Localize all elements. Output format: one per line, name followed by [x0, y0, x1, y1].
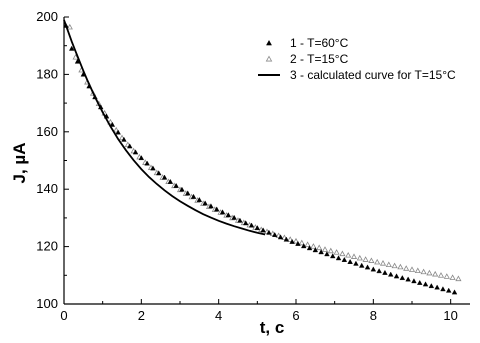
y-tick-label: 180: [36, 66, 58, 81]
series-line: [64, 20, 265, 235]
legend-label: 3 - calculated curve for T=15°C: [290, 68, 456, 82]
data-point: [427, 271, 432, 275]
data-point: [354, 261, 359, 265]
y-tick-label: 200: [36, 9, 58, 24]
x-axis-title: t, c: [260, 318, 285, 337]
data-point: [433, 272, 438, 276]
series-1: [64, 23, 457, 294]
data-point: [317, 245, 322, 249]
series-layer: [64, 20, 461, 294]
data-point: [404, 266, 409, 270]
x-tick-label: 4: [215, 308, 222, 323]
data-point: [365, 265, 370, 269]
y-tick-label: 140: [36, 181, 58, 196]
data-point: [328, 249, 333, 253]
data-point: [369, 258, 374, 262]
data-point: [406, 277, 411, 281]
legend: 1 - T=60°C 2 - T=15°C 3 - calculated curve…: [258, 36, 456, 82]
data-point: [359, 263, 364, 267]
data-point: [415, 268, 420, 272]
data-point: [357, 256, 362, 260]
ticks: 0 2 4 6 8 10 100 120 140 160 180 200: [36, 9, 458, 323]
data-point: [452, 290, 457, 294]
data-point: [371, 267, 376, 271]
data-point: [381, 261, 386, 265]
x-tick-label: 6: [292, 308, 299, 323]
data-point: [456, 276, 461, 280]
series-2: [67, 25, 460, 281]
data-point: [444, 274, 449, 278]
data-point: [421, 269, 426, 273]
data-point: [342, 257, 347, 261]
x-tick-label: 8: [370, 308, 377, 323]
data-point: [375, 260, 380, 264]
data-point: [386, 262, 391, 266]
data-point: [346, 253, 351, 257]
y-tick-label: 160: [36, 124, 58, 139]
legend-swatch-marker: [266, 56, 271, 61]
data-point: [394, 274, 399, 278]
data-point: [323, 247, 328, 251]
data-point: [410, 267, 415, 271]
data-point: [392, 263, 397, 267]
data-point: [352, 254, 357, 258]
legend-item-2: 2 - T=15°C: [266, 52, 348, 66]
legend-label: 2 - T=15°C: [290, 52, 349, 66]
data-point: [417, 280, 422, 284]
data-point: [446, 288, 451, 292]
data-point: [377, 269, 382, 273]
data-point: [340, 251, 345, 255]
data-point: [363, 257, 368, 261]
data-point: [336, 256, 341, 260]
data-point: [423, 282, 428, 286]
legend-item-1: 1 - T=60°C: [266, 36, 348, 50]
y-axis-title: J, µA: [10, 143, 29, 184]
data-point: [429, 284, 434, 288]
legend-label: 1 - T=60°C: [290, 36, 349, 50]
legend-swatch-marker: [266, 40, 271, 45]
data-point: [348, 259, 353, 263]
data-point: [311, 244, 316, 248]
data-point: [334, 250, 339, 254]
data-point: [441, 287, 446, 291]
series-3: [64, 20, 265, 235]
y-tick-label: 100: [36, 296, 58, 311]
data-point: [412, 279, 417, 283]
data-point: [435, 285, 440, 289]
data-point: [439, 273, 444, 277]
data-point: [450, 275, 455, 279]
data-point: [398, 265, 403, 269]
data-point: [388, 272, 393, 276]
x-tick-label: 10: [443, 308, 457, 323]
y-tick-label: 120: [36, 239, 58, 254]
data-point: [400, 275, 405, 279]
legend-item-3: 3 - calculated curve for T=15°C: [258, 68, 456, 82]
x-tick-label: 2: [138, 308, 145, 323]
x-tick-label: 0: [60, 308, 67, 323]
data-point: [383, 270, 388, 274]
